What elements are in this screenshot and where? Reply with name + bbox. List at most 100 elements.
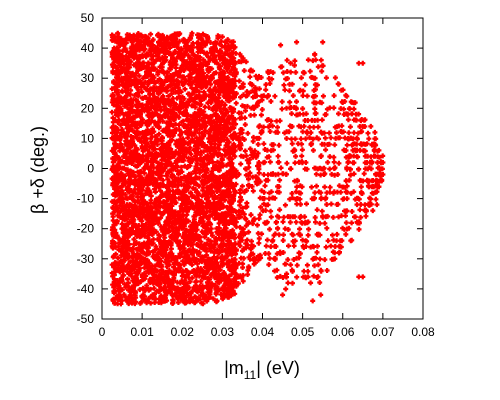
data-point xyxy=(238,94,243,100)
data-point xyxy=(276,142,282,148)
data-point xyxy=(237,199,243,205)
data-point xyxy=(290,93,296,99)
data-point xyxy=(318,129,324,135)
data-point xyxy=(110,211,116,217)
data-point xyxy=(307,135,313,141)
data-point xyxy=(228,67,234,73)
data-point xyxy=(339,213,344,219)
data-point xyxy=(205,266,211,272)
data-point xyxy=(280,219,286,225)
data-point xyxy=(280,238,286,243)
data-point xyxy=(304,201,309,207)
data-point xyxy=(289,111,295,117)
data-point xyxy=(209,212,215,218)
data-point xyxy=(146,295,152,301)
data-point xyxy=(279,106,285,112)
data-point xyxy=(296,231,302,237)
data-point xyxy=(115,30,121,36)
data-point xyxy=(208,113,214,119)
data-point xyxy=(246,220,252,226)
data-point xyxy=(168,66,173,72)
data-point xyxy=(331,93,337,99)
data-point xyxy=(355,130,361,136)
data-point xyxy=(323,195,329,201)
data-point xyxy=(204,241,210,247)
data-point xyxy=(292,160,298,166)
data-point xyxy=(190,185,196,191)
data-point xyxy=(334,202,340,207)
data-point xyxy=(141,170,147,176)
data-point xyxy=(147,100,153,105)
data-point xyxy=(324,268,330,273)
data-point xyxy=(288,262,294,268)
data-point xyxy=(132,290,138,296)
data-point xyxy=(109,270,115,276)
data-point xyxy=(364,141,370,147)
data-point xyxy=(236,78,242,84)
data-point xyxy=(140,60,146,66)
data-point xyxy=(189,49,195,55)
data-point xyxy=(109,109,115,115)
data-point xyxy=(119,130,125,136)
data-point xyxy=(315,117,321,123)
data-point xyxy=(320,93,326,99)
data-point xyxy=(172,104,178,109)
data-point xyxy=(351,160,357,166)
data-point xyxy=(368,154,374,160)
data-point xyxy=(284,136,290,141)
data-point xyxy=(199,215,204,221)
data-point xyxy=(337,135,343,141)
data-point xyxy=(267,129,273,134)
data-point xyxy=(293,153,299,159)
data-point xyxy=(345,117,351,123)
data-point xyxy=(189,194,195,199)
data-point xyxy=(148,221,154,227)
data-point xyxy=(307,68,313,74)
data-point xyxy=(160,199,166,205)
data-point xyxy=(168,257,174,263)
data-point xyxy=(226,235,232,241)
data-point xyxy=(256,86,262,92)
data-point xyxy=(120,272,126,278)
data-point xyxy=(298,201,304,207)
data-point xyxy=(326,141,332,147)
data-point xyxy=(135,281,141,287)
data-point xyxy=(362,153,368,159)
data-point xyxy=(183,146,189,152)
data-point xyxy=(298,190,304,196)
data-point xyxy=(305,268,311,274)
data-point xyxy=(322,257,328,263)
data-point xyxy=(328,243,334,249)
data-point xyxy=(256,240,262,246)
data-point xyxy=(243,216,249,222)
data-point xyxy=(137,78,143,84)
data-point xyxy=(282,87,288,93)
data-point xyxy=(264,237,270,243)
data-point xyxy=(330,214,336,220)
data-point xyxy=(156,131,162,137)
data-point xyxy=(261,172,267,178)
data-point xyxy=(241,68,247,74)
data-point xyxy=(357,177,363,183)
data-point xyxy=(261,141,267,147)
data-point xyxy=(118,158,124,164)
data-point xyxy=(165,43,171,49)
data-point xyxy=(256,236,262,241)
data-point xyxy=(300,274,306,280)
data-point xyxy=(327,184,333,190)
data-point xyxy=(268,98,274,104)
data-point xyxy=(275,124,280,130)
data-point xyxy=(175,187,181,193)
data-point xyxy=(204,113,209,119)
data-point xyxy=(294,262,300,268)
data-point xyxy=(272,93,278,99)
data-point xyxy=(240,278,246,284)
data-point xyxy=(273,129,279,135)
data-point xyxy=(238,153,244,159)
data-point xyxy=(134,147,140,152)
data-point xyxy=(214,255,220,261)
data-point xyxy=(191,96,196,102)
data-point xyxy=(214,298,220,304)
data-point xyxy=(272,268,278,274)
data-point xyxy=(169,172,175,178)
